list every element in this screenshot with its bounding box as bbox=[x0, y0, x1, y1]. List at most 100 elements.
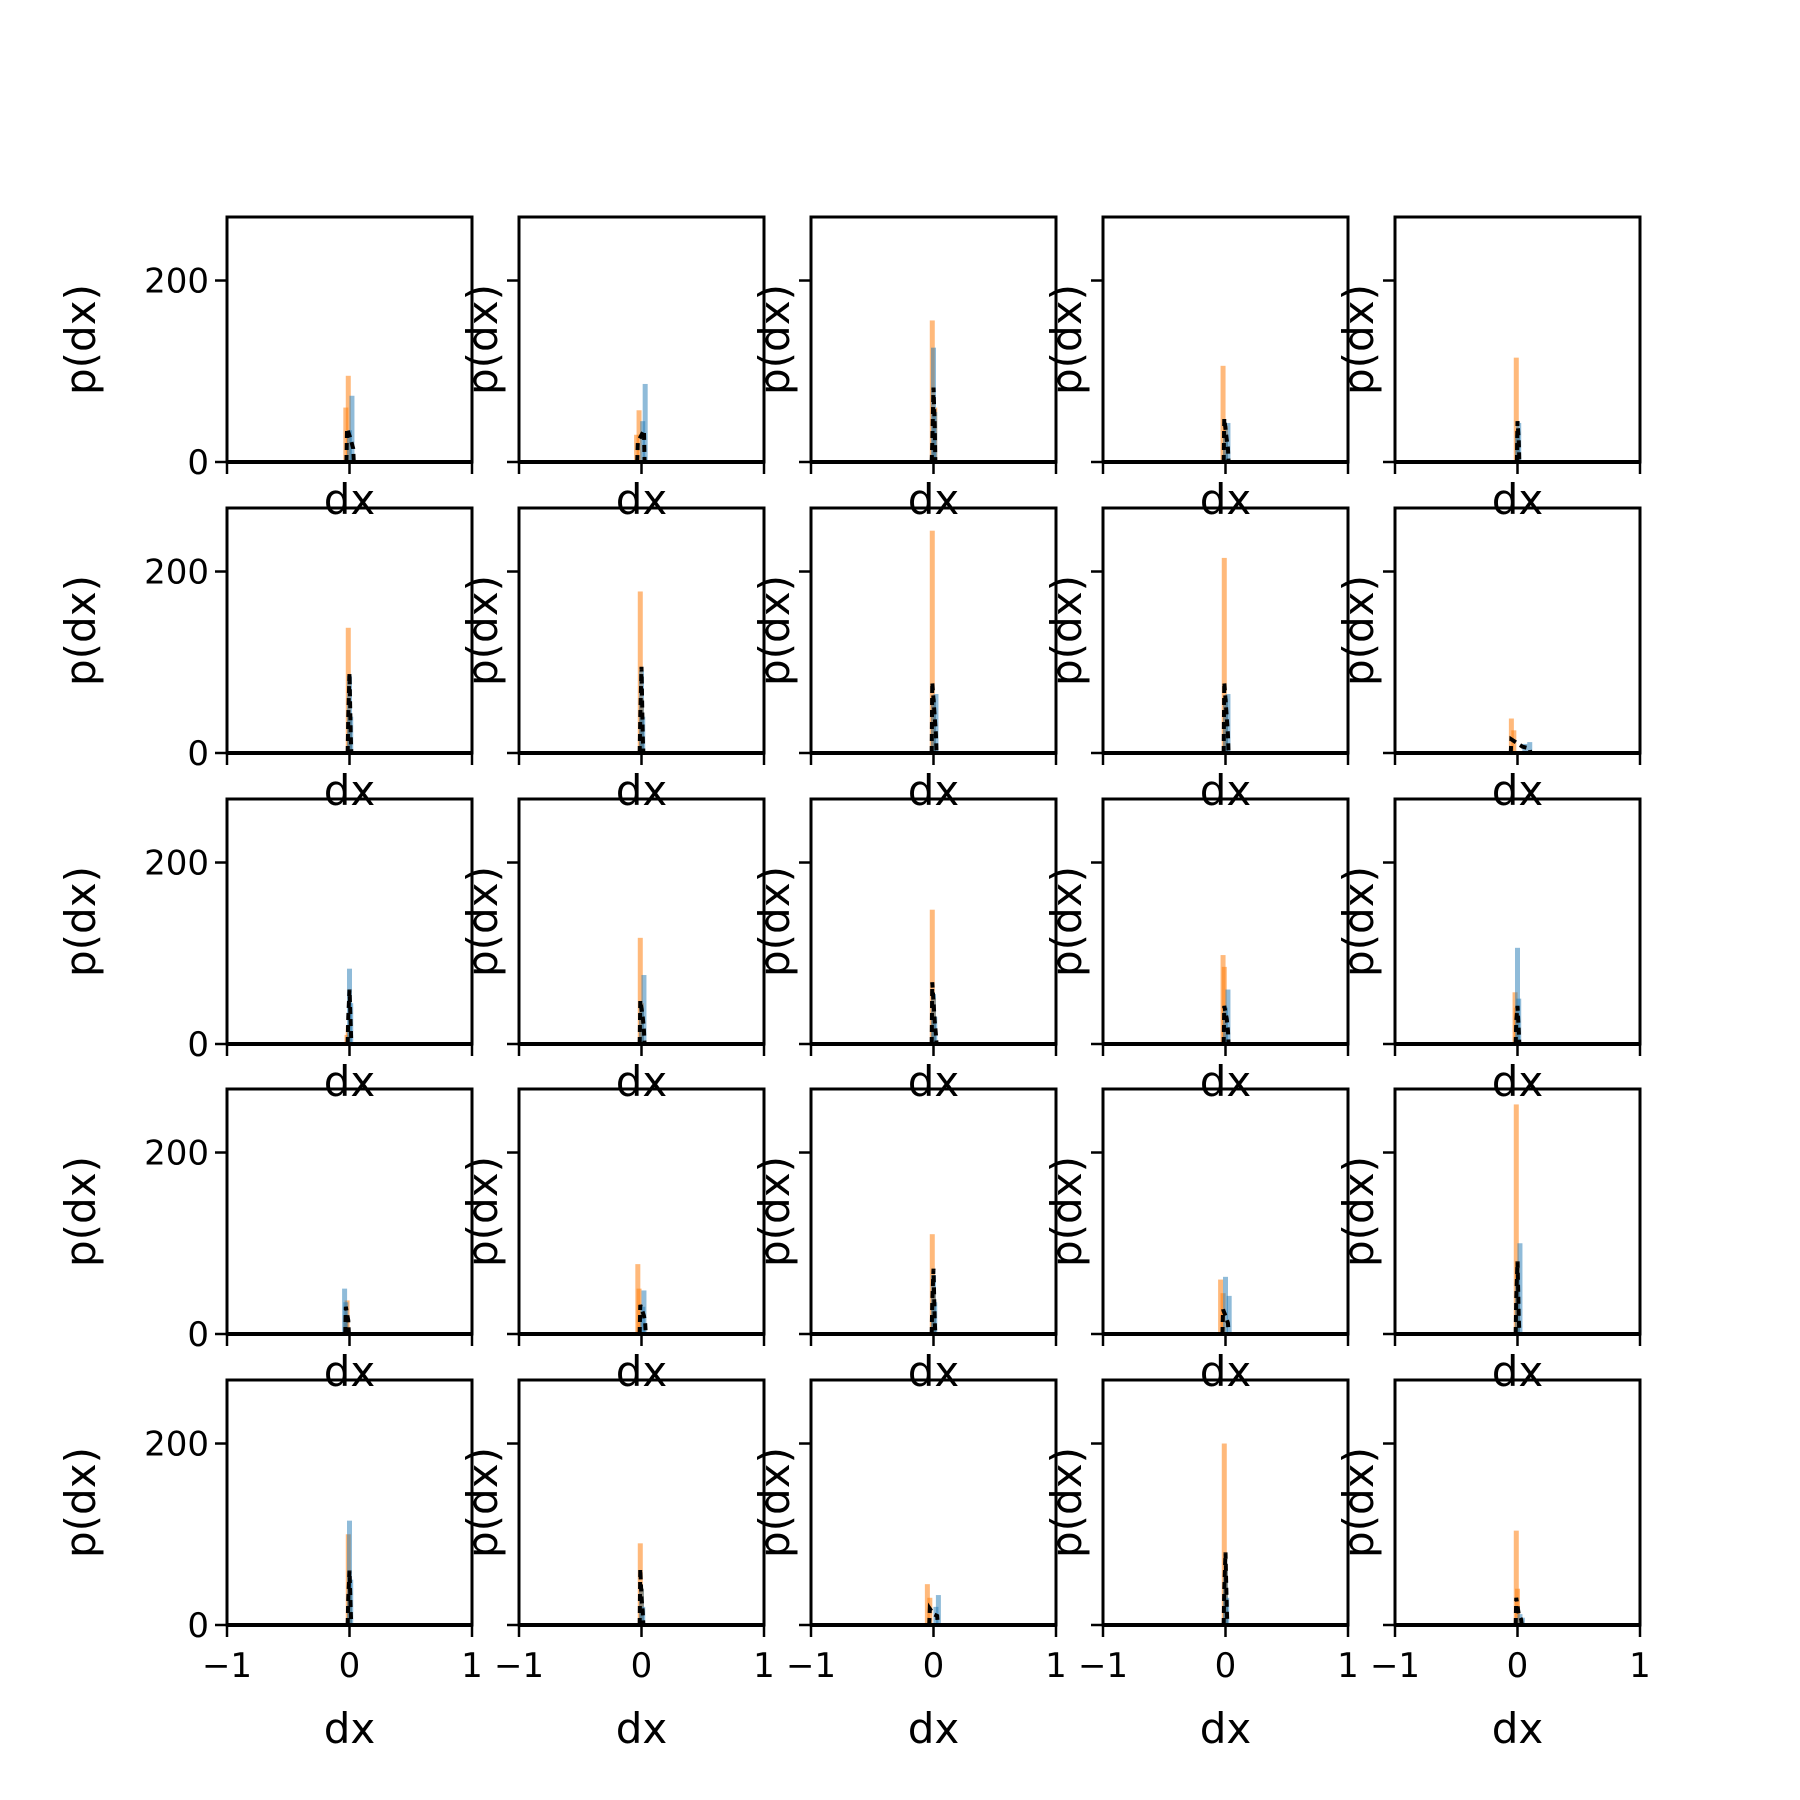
dashed-curve bbox=[637, 1304, 648, 1335]
y-axis-label: p(dx) bbox=[1334, 866, 1383, 977]
dashed-curve bbox=[1514, 421, 1522, 463]
y-tick-label: 200 bbox=[144, 844, 209, 884]
axes-frame bbox=[1393, 1378, 1642, 1627]
axes-frame bbox=[809, 1378, 1058, 1627]
bar-series-a bbox=[347, 430, 352, 462]
axes-frame bbox=[1101, 215, 1350, 464]
axes-frame bbox=[225, 1378, 474, 1627]
x-tick-label: 0 bbox=[1215, 1646, 1237, 1686]
dashed-curve bbox=[1513, 1261, 1522, 1335]
x-axis-label: dx bbox=[1492, 475, 1544, 524]
dashed-curve bbox=[345, 989, 354, 1045]
axes-frame bbox=[1393, 1087, 1642, 1336]
x-axis-label: dx bbox=[324, 1057, 376, 1106]
panel-r2-c4: dx p(dx) bbox=[1334, 797, 1642, 1106]
y-tick-label: 200 bbox=[144, 262, 209, 302]
x-axis-label: dx bbox=[1492, 1347, 1544, 1396]
x-axis-label: dx bbox=[324, 766, 376, 815]
y-axis-label: p(dx) bbox=[750, 284, 799, 395]
x-tick-label: −1 bbox=[1370, 1646, 1420, 1686]
y-tick-label: 0 bbox=[187, 734, 209, 774]
x-axis-label: dx bbox=[616, 766, 668, 815]
y-axis-label: p(dx) bbox=[1334, 575, 1383, 686]
panel-r0-c4: dx p(dx) bbox=[1334, 215, 1642, 524]
dashed-curve bbox=[1513, 1005, 1522, 1045]
bar-series-a bbox=[349, 395, 355, 462]
y-axis-label: p(dx) bbox=[56, 1156, 105, 1267]
y-tick-label: 200 bbox=[144, 1425, 209, 1465]
y-axis-label: p(dx) bbox=[1042, 1156, 1091, 1267]
axes-frame bbox=[225, 797, 474, 1046]
x-tick-label: 0 bbox=[1507, 1646, 1529, 1686]
x-tick-label: −1 bbox=[1078, 1646, 1128, 1686]
dashed-curve bbox=[637, 1000, 647, 1045]
y-axis-label: p(dx) bbox=[458, 866, 507, 977]
bar-series-b bbox=[1513, 1530, 1519, 1625]
y-axis-label: p(dx) bbox=[750, 1447, 799, 1558]
bar-series-b bbox=[636, 1288, 642, 1334]
axes-frame bbox=[517, 215, 766, 464]
dashed-curve bbox=[1221, 418, 1231, 463]
x-axis-label: dx bbox=[1200, 1347, 1252, 1396]
x-axis-label: dx bbox=[908, 1704, 960, 1753]
dashed-curve bbox=[637, 666, 646, 754]
y-tick-label: 0 bbox=[187, 443, 209, 483]
panel-r2-c3: dx p(dx) bbox=[1042, 797, 1350, 1106]
x-tick-label: 1 bbox=[753, 1646, 775, 1686]
y-tick-label: 200 bbox=[144, 553, 209, 593]
y-axis-label: p(dx) bbox=[56, 575, 105, 686]
bar-series-a bbox=[1223, 1276, 1228, 1334]
x-tick-label: 0 bbox=[631, 1646, 653, 1686]
dashed-curve bbox=[635, 429, 647, 463]
panel-r3-c0: 0 200 dx p(dx) bbox=[56, 1087, 474, 1396]
x-axis-label: dx bbox=[908, 1057, 960, 1106]
bar-series-b bbox=[1221, 1443, 1227, 1625]
x-tick-label: 1 bbox=[461, 1646, 483, 1686]
axes-frame bbox=[1393, 215, 1642, 464]
dashed-curve bbox=[345, 673, 354, 754]
panel-r4-c2: −1 0 1 dx p(dx) bbox=[750, 1378, 1067, 1753]
axes-frame bbox=[809, 215, 1058, 464]
bar-series-a bbox=[1226, 1295, 1232, 1334]
dashed-curve bbox=[345, 1570, 354, 1626]
x-axis-label: dx bbox=[1492, 766, 1544, 815]
axes-frame bbox=[1393, 797, 1642, 1046]
axes-frame bbox=[517, 797, 766, 1046]
panels-group: 0200dxp(dx)dxp(dx)dxp(dx)dxp(dx)dxp(dx)0… bbox=[56, 215, 1651, 1753]
x-axis-label: dx bbox=[616, 1347, 668, 1396]
panel-r1-c2: dx p(dx) bbox=[750, 506, 1058, 815]
bar-series-a bbox=[931, 347, 936, 462]
x-tick-label: −1 bbox=[786, 1646, 836, 1686]
axes-frame bbox=[809, 1087, 1058, 1336]
y-axis-label: p(dx) bbox=[56, 866, 105, 977]
bar-series-a bbox=[640, 1306, 646, 1334]
bar-series-a bbox=[640, 1606, 646, 1625]
y-axis-label: p(dx) bbox=[750, 1156, 799, 1267]
x-axis-label: dx bbox=[324, 1347, 376, 1396]
y-axis-label: p(dx) bbox=[1334, 284, 1383, 395]
x-axis-label: dx bbox=[616, 475, 668, 524]
panel-r3-c4: dx p(dx) bbox=[1334, 1087, 1642, 1396]
axes-frame bbox=[1101, 1087, 1350, 1336]
dashed-curve bbox=[637, 1568, 646, 1626]
dashed-curve bbox=[1221, 1005, 1231, 1045]
y-axis-label: p(dx) bbox=[750, 866, 799, 977]
x-axis-label: dx bbox=[908, 766, 960, 815]
bar-series-a bbox=[348, 716, 354, 753]
panel-r3-c3: dx p(dx) bbox=[1042, 1087, 1350, 1396]
panel-r1-c0: 0 200 dx p(dx) bbox=[56, 506, 474, 815]
x-axis-label: dx bbox=[616, 1057, 668, 1106]
bar-series-a bbox=[640, 421, 646, 462]
bar-series-b bbox=[1513, 357, 1519, 462]
y-tick-label: 0 bbox=[187, 1315, 209, 1355]
panel-r1-c4: dx p(dx) bbox=[1334, 506, 1642, 815]
bar-series-b bbox=[1220, 365, 1226, 462]
dashed-curve bbox=[343, 1306, 351, 1335]
y-axis-label: p(dx) bbox=[56, 1447, 105, 1558]
panel-r3-c2: dx p(dx) bbox=[750, 1087, 1058, 1396]
x-tick-label: −1 bbox=[202, 1646, 252, 1686]
axes-frame bbox=[1393, 506, 1642, 755]
axes-frame bbox=[517, 1378, 766, 1627]
x-axis-label: dx bbox=[1200, 1057, 1252, 1106]
